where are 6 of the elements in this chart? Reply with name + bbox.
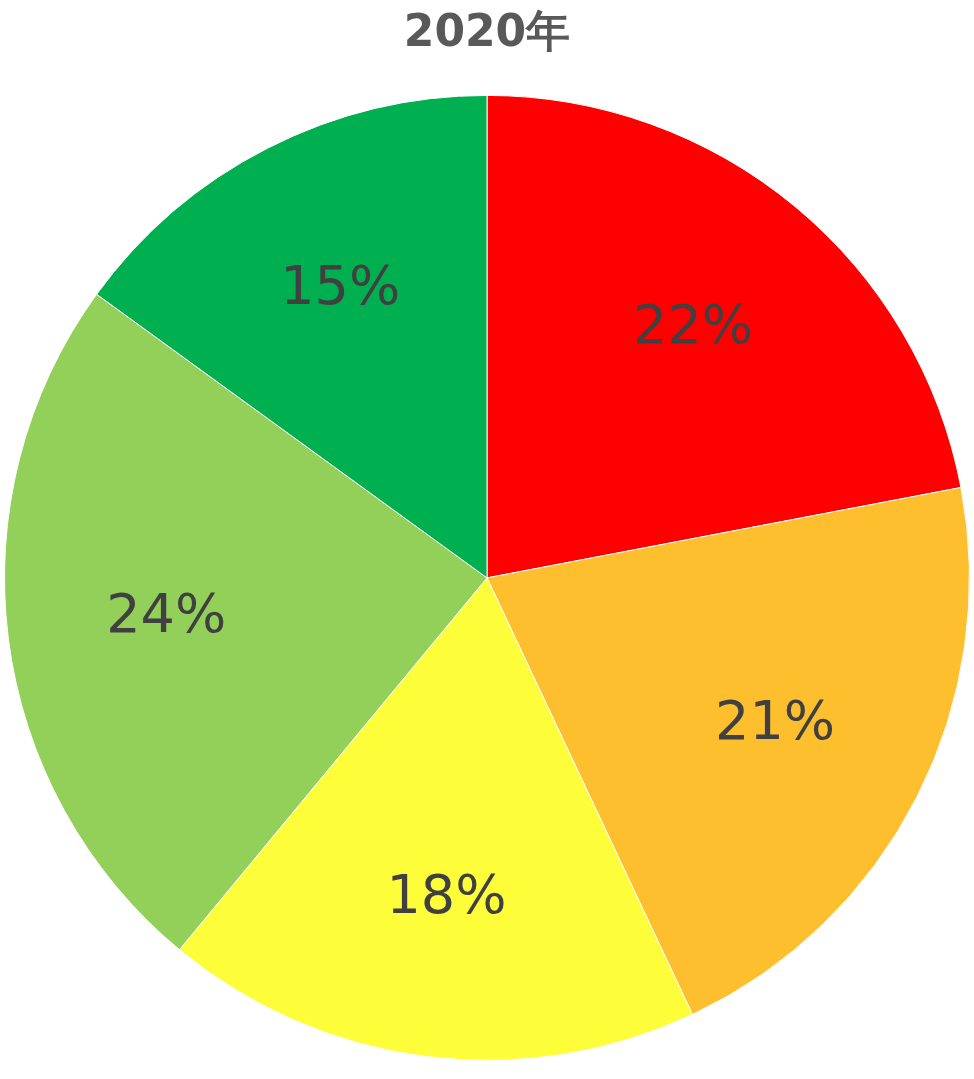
data-label: 22% (633, 292, 754, 356)
chart-title: 2020年 (403, 4, 571, 56)
data-label: 21% (715, 688, 836, 752)
data-label: 24% (106, 582, 227, 646)
data-label: 15% (280, 253, 401, 317)
data-label: 18% (386, 862, 507, 926)
